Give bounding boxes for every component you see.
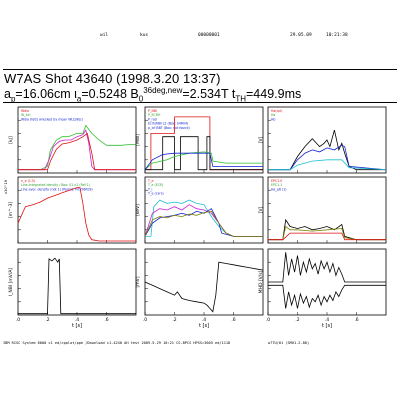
series-line [268,159,387,171]
series-line [268,129,386,171]
x-tick-label: .6 [231,317,235,323]
header-date: 29.05.09 [290,33,312,38]
y-axis-label: [m^-3] [8,202,14,218]
chart-annotation: n_e (1.5) [21,179,35,183]
x-tick-label: .6 [354,317,358,323]
y-axis-label: I_NBI [mV/A] [8,268,14,297]
y-axis-label: [V] [258,136,264,143]
y-axis-label: [keV] [135,204,141,216]
chart-annotation: P_NBI [148,109,157,113]
series-line [144,151,263,170]
series-line [268,218,386,241]
series-line [18,132,136,171]
x-tick-label: .4 [75,317,79,323]
series-line [268,252,386,283]
y-axis-label: MHD [V/s] [258,270,264,293]
chart-annotation: P_rad [148,117,157,121]
series-line [144,208,263,237]
series-line [18,124,136,171]
x-axis-label: t [s] [72,323,82,329]
chart-annotation: T_i [147,187,153,191]
y-axis-label: [mV] [135,276,141,287]
series-line [18,257,136,315]
series-line [268,225,386,241]
series-line [145,199,263,237]
x-tick-label: .4 [202,317,206,323]
header-machine: kus [140,33,149,38]
x-tick-label: .6 [104,317,108,323]
chart-annotation: W_kin [21,113,31,117]
chart-annotation: EPC1.1 [271,183,282,187]
series-line [144,204,263,237]
footer-info: IBM RISC System 6000 c1 ed/cpplot/ppe /D… [3,341,231,345]
x-tick-label: .0 [266,317,270,323]
series-line [17,187,136,242]
plasma-parameters: ap=16.06cm ιa=0.5248 B036deg,new=2.534T … [4,86,302,104]
x-tick-label: .2 [172,317,176,323]
y-axis-label: [MW] [135,134,141,146]
chart-annotation: Line-integrated density / Box: S1 n2 (Re… [21,183,90,187]
series-line [144,210,263,237]
x-tick-label: .2 [295,317,299,323]
chart-frame [17,248,137,316]
chart-annotation: T_e (ECE) [147,183,163,187]
series-line [144,261,264,313]
series-line [268,284,386,309]
chart-c8: .0 .2 .4 .6 [mV] t [s] [135,248,264,329]
header-separator [3,69,397,70]
chart-frame [144,248,264,316]
series-line [18,129,136,171]
y-axis-exponent: x10^19 [4,180,8,194]
chart-annotation: P_ECRH [148,113,161,117]
chart-annotation: Ha [271,113,275,117]
series-line [268,232,386,241]
y-axis-label: [kJ] [8,136,14,144]
chart-annotation: Ha(cpl) [271,109,283,113]
chart-c9: .0 .2 .4 .6 MHD [V/s] t [s] [258,248,387,329]
chart-c4: [m^-3] x10^19 n_e (1.5)Line-integrated den… [4,176,137,244]
chart-annotation: Wdia (N/2) wrecked by mean WLD/8(c) [21,117,83,121]
x-axis-label: t [s] [322,323,332,329]
chart-annotation: Ha_p6 (1) [271,187,287,191]
x-tick-label: .4 [325,317,329,323]
y-axis-label: [V] [258,206,264,213]
chart-annotation: Line aver. density (not 1) (Period: P055… [21,187,93,191]
chart-annotation: EPC1.0 [271,179,282,183]
x-tick-label: .0 [16,317,20,323]
page-title: W7AS Shot 43640 (1998.3.20 13:37) [4,71,221,86]
x-tick-label: .2 [45,317,49,323]
chart-annotation: T_e (cxrs) [147,192,164,196]
chart-annotation: T_e [147,179,154,183]
chart-c7: .0 .2 .4 .6 I_NBI [mV/A] t [s] [8,248,137,329]
chart-annotation: Hb [271,117,275,121]
header-code: 00000001 [198,33,220,38]
x-tick-label: .0 [143,317,147,323]
header-user: wil [100,33,109,38]
title-separator [3,102,397,103]
chart-annotation: Wdia [21,109,29,113]
series-line [144,152,263,170]
footer-version: w7TU/01 (SMU1.2.80) [268,341,310,345]
chart-c5: [keV] T_eT_e (ECE)T_iT_e (cxrs) [135,176,264,244]
header-time: 10:21:38 [326,33,348,38]
series-line [145,136,263,171]
chart-annotation: p_lcf BBT (Box: not found) [148,126,190,130]
series-line [268,144,387,171]
chart-annotation: Ecrh/NBI L2 (Box: S4R04) [148,122,188,126]
x-axis-label: t [s] [199,323,209,329]
